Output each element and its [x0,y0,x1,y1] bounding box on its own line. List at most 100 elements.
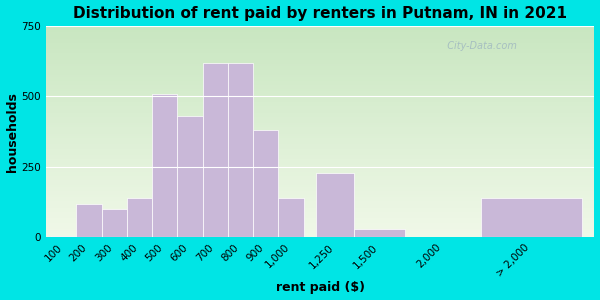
Bar [46,66,595,68]
Bar [46,58,595,60]
Bar [46,218,595,220]
Bar [46,87,595,89]
Bar [46,72,595,74]
Bar [46,214,595,216]
Bar [46,208,595,210]
Bar [46,148,595,151]
Bar [46,81,595,83]
Bar [46,172,595,174]
Bar [46,28,595,30]
Bar [46,168,595,170]
Bar [46,32,595,34]
Bar [46,102,595,104]
Bar [253,130,278,237]
Bar [46,142,595,144]
Bar [46,96,595,98]
Y-axis label: households: households [5,92,19,172]
Bar [316,172,355,237]
Bar [46,45,595,47]
Bar [46,49,595,51]
Bar [203,62,228,237]
Bar [46,108,595,110]
Bar [46,195,595,197]
Bar [46,130,595,132]
Bar [46,138,595,140]
Bar [101,209,127,237]
Bar [46,39,595,41]
Bar [46,212,595,214]
Bar [46,121,595,123]
Bar [46,189,595,191]
Bar [46,235,595,237]
Bar [46,146,595,148]
Bar [46,159,595,161]
Bar [46,98,595,100]
Bar [46,166,595,168]
Bar [46,155,595,157]
Bar [152,94,178,237]
Bar [46,92,595,94]
Bar [46,220,595,223]
Bar [46,206,595,208]
Bar [46,43,595,45]
Bar [46,199,595,201]
Bar [46,74,595,77]
Bar [127,198,152,237]
Bar [355,229,405,237]
Bar [46,104,595,106]
Text: City-Data.com: City-Data.com [441,41,517,51]
Bar [46,60,595,62]
Bar [46,227,595,229]
Bar [46,94,595,96]
Bar [46,106,595,108]
Bar [46,112,595,115]
Bar [46,174,595,176]
Bar [46,100,595,102]
Bar [46,201,595,203]
Bar [46,170,595,172]
Bar [46,134,595,136]
Bar [46,68,595,70]
Bar [46,153,595,155]
Bar [46,125,595,128]
Bar [46,193,595,195]
Bar [46,128,595,130]
Bar [46,26,595,28]
Bar [46,203,595,206]
Bar [46,225,595,227]
Bar [46,178,595,180]
Bar [46,30,595,32]
Bar [46,176,595,178]
Bar [481,198,582,237]
Bar [46,151,595,153]
Bar [46,123,595,125]
Bar [46,223,595,225]
Bar [46,62,595,64]
Bar [46,136,595,138]
Bar [228,62,253,237]
Bar [46,210,595,212]
Bar [46,164,595,166]
Bar [46,56,595,58]
Bar [46,37,595,39]
Title: Distribution of rent paid by renters in Putnam, IN in 2021: Distribution of rent paid by renters in … [73,6,567,21]
Bar [46,231,595,233]
Bar [46,132,595,134]
Bar [46,197,595,199]
Bar [46,157,595,159]
Bar [46,110,595,112]
Bar [46,161,595,164]
Bar [178,116,203,237]
Bar [46,140,595,142]
Bar [76,203,101,237]
Bar [46,182,595,184]
Bar [51,236,76,237]
Bar [46,184,595,187]
Bar [46,191,595,193]
Bar [46,41,595,43]
Bar [46,51,595,53]
Bar [46,89,595,92]
Bar [46,144,595,146]
Bar [46,115,595,117]
Bar [46,85,595,87]
